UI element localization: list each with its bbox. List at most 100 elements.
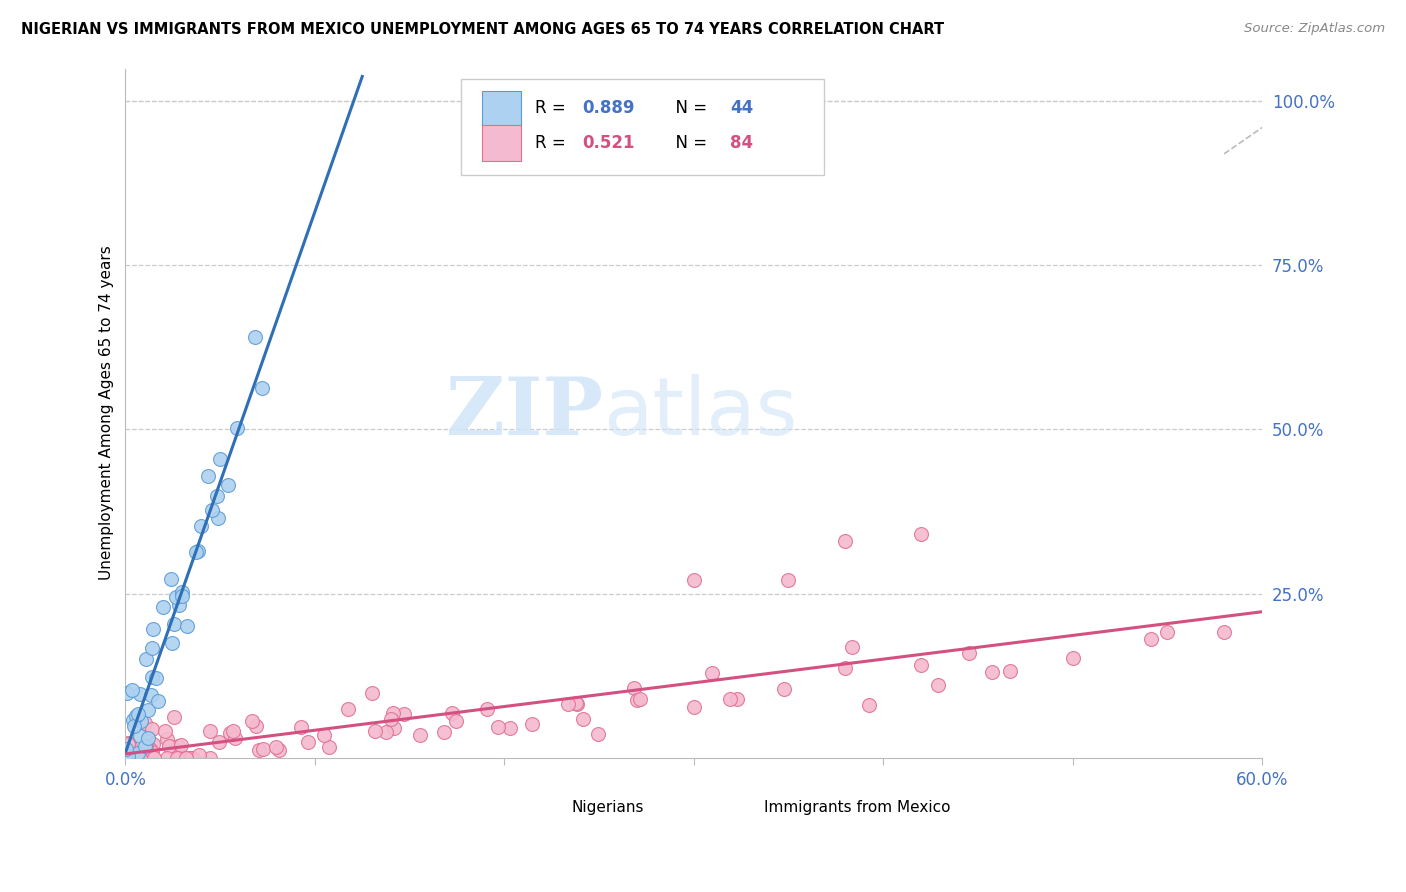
Point [201, 503, 224, 517]
Point [267, 743, 290, 757]
Point [117, 750, 139, 764]
Point [409, 728, 432, 742]
Point [628, 691, 651, 706]
Point [127, 706, 149, 721]
Point [141, 688, 163, 702]
FancyBboxPatch shape [725, 795, 759, 823]
Point [115, 742, 138, 756]
Point [170, 738, 193, 752]
Point [1062, 651, 1084, 665]
Point [188, 748, 211, 763]
Point [121, 682, 143, 697]
Point [910, 527, 932, 541]
Point [134, 739, 156, 753]
Text: 84: 84 [730, 134, 754, 152]
Point [160, 572, 183, 586]
Point [117, 686, 139, 700]
Point [336, 702, 359, 716]
Point [134, 716, 156, 731]
Point [200, 723, 222, 738]
Point [718, 692, 741, 706]
Point [135, 739, 157, 753]
Point [314, 728, 336, 742]
Point [242, 714, 264, 728]
Point [120, 739, 142, 753]
Text: Source: ZipAtlas.com: Source: ZipAtlas.com [1244, 22, 1385, 36]
Point [927, 678, 949, 692]
Point [380, 712, 402, 726]
Text: R =: R = [534, 134, 571, 152]
Point [626, 692, 648, 706]
Point [586, 727, 609, 741]
Point [318, 740, 340, 755]
Point [156, 750, 179, 764]
Point [264, 740, 287, 755]
Point [225, 420, 247, 434]
Point [217, 477, 239, 491]
Point [1156, 625, 1178, 640]
Text: NIGERIAN VS IMMIGRANTS FROM MEXICO UNEMPLOYMENT AMONG AGES 65 TO 74 YEARS CORREL: NIGERIAN VS IMMIGRANTS FROM MEXICO UNEMP… [21, 22, 945, 37]
Point [127, 748, 149, 763]
Point [176, 619, 198, 633]
FancyBboxPatch shape [461, 78, 824, 176]
Point [172, 585, 194, 599]
Point [623, 681, 645, 695]
Point [142, 737, 165, 751]
Point [143, 750, 166, 764]
Point [572, 712, 595, 726]
Point [360, 686, 382, 700]
Text: N =: N = [665, 134, 713, 152]
Text: R =: R = [534, 100, 571, 118]
Point [208, 735, 231, 749]
Point [184, 545, 207, 559]
Point [129, 714, 152, 729]
Point [252, 741, 274, 756]
Point [167, 750, 190, 764]
Point [122, 713, 145, 727]
Point [374, 725, 396, 739]
Text: Nigerians: Nigerians [571, 800, 644, 814]
FancyBboxPatch shape [482, 126, 522, 161]
Point [243, 329, 266, 343]
Point [128, 729, 150, 743]
Point [834, 534, 856, 549]
Point [778, 574, 800, 588]
Point [498, 721, 520, 735]
Text: atlas: atlas [603, 374, 797, 452]
Point [700, 665, 723, 680]
Point [382, 721, 405, 735]
Point [682, 700, 704, 714]
Point [1000, 664, 1022, 678]
Point [172, 589, 194, 603]
Point [247, 743, 270, 757]
Point [957, 646, 980, 660]
Point [475, 702, 498, 716]
Point [135, 651, 157, 665]
Point [297, 735, 319, 749]
Point [129, 750, 152, 764]
Point [364, 724, 387, 739]
Text: ZIP: ZIP [446, 374, 603, 452]
Point [218, 726, 240, 740]
Point [163, 710, 186, 724]
Point [392, 707, 415, 722]
Point [981, 665, 1004, 679]
Point [174, 750, 197, 764]
Point [176, 750, 198, 764]
Point [858, 698, 880, 712]
Point [1140, 632, 1163, 646]
FancyBboxPatch shape [482, 91, 522, 126]
Point [146, 694, 169, 708]
Point [165, 590, 187, 604]
Point [520, 717, 543, 731]
Point [141, 641, 163, 656]
Point [834, 660, 856, 674]
Text: N =: N = [665, 100, 713, 118]
Point [167, 598, 190, 612]
Point [128, 687, 150, 701]
Point [125, 708, 148, 723]
Point [250, 380, 273, 394]
Text: 0.889: 0.889 [582, 100, 636, 118]
Point [205, 489, 228, 503]
Point [141, 670, 163, 684]
